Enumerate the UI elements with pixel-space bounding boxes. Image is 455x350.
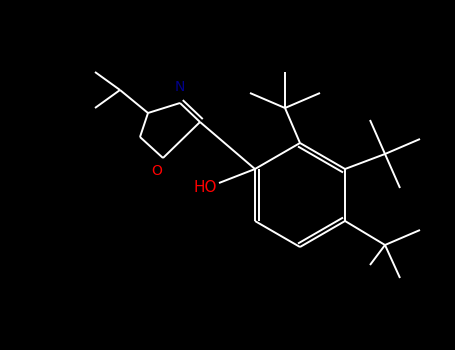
Text: HO: HO xyxy=(193,181,217,196)
Text: N: N xyxy=(175,80,185,94)
Text: O: O xyxy=(152,164,162,178)
